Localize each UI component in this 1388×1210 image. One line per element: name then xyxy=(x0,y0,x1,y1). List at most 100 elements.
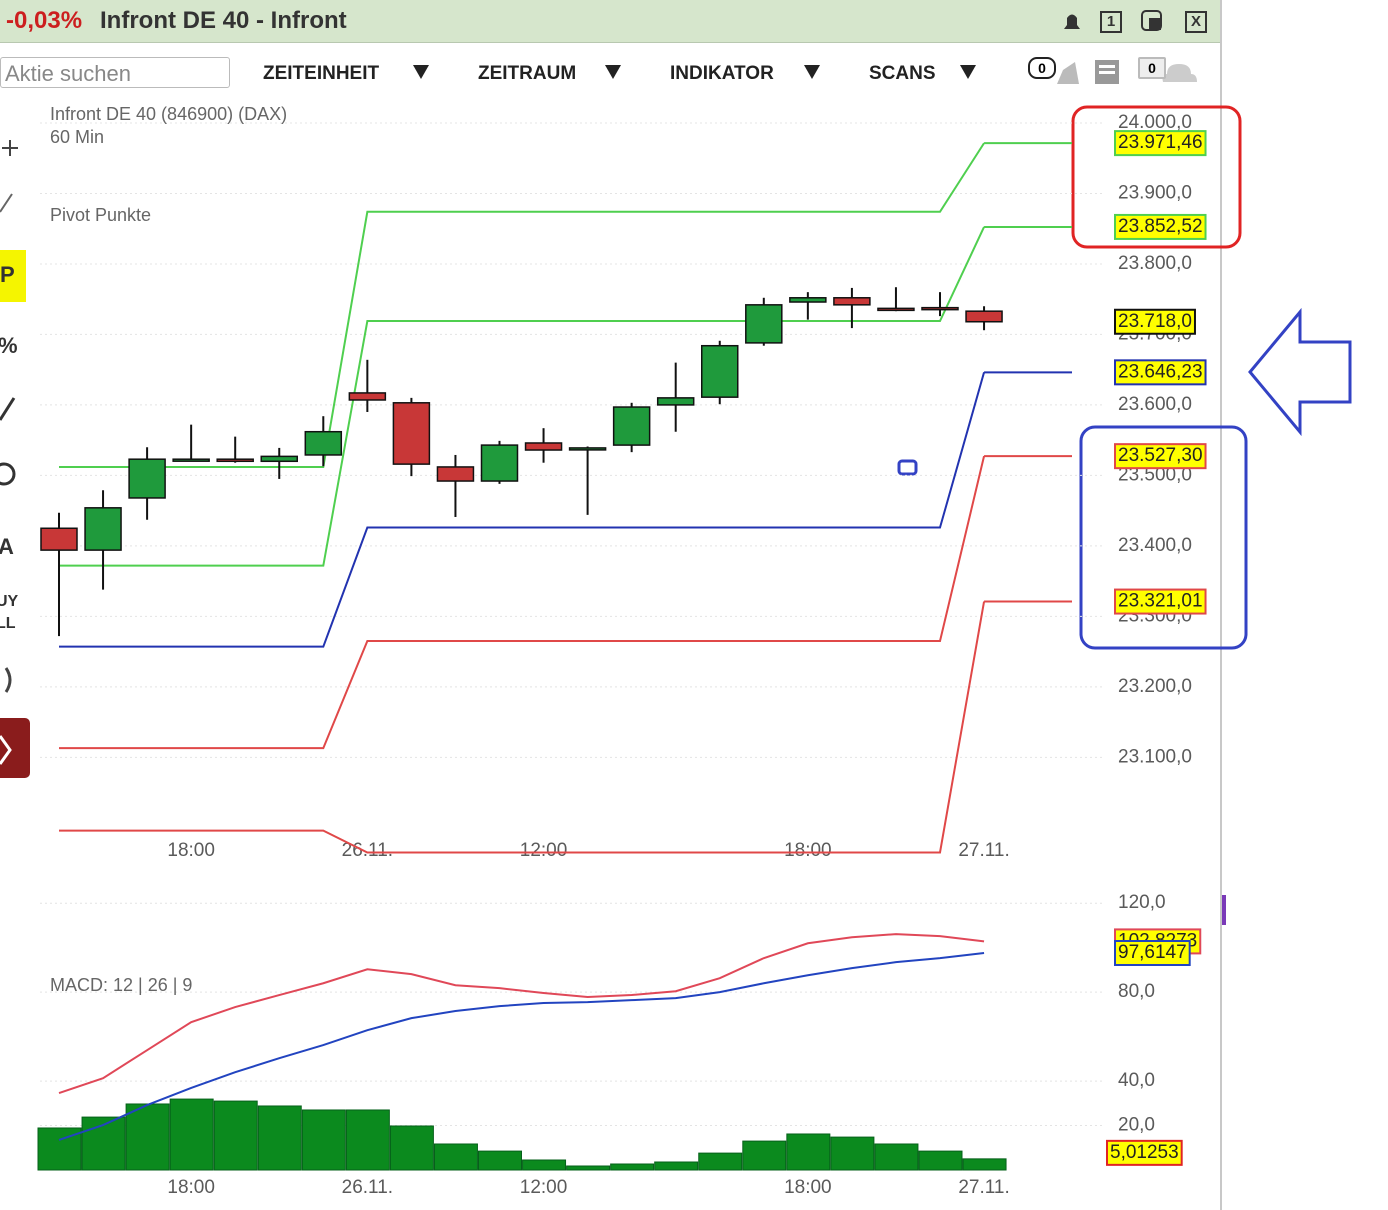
candle-body xyxy=(172,458,210,462)
edge-marker xyxy=(1222,895,1226,925)
candle-body xyxy=(656,397,695,406)
alarm-icon[interactable] xyxy=(1060,9,1084,33)
histogram-bar xyxy=(742,1140,787,1171)
y-tick-label: 80,0 xyxy=(1118,981,1155,1002)
change-percent: -0,03% xyxy=(6,7,83,34)
x-tick-label: 18:00 xyxy=(167,840,215,861)
indicator-label: Pivot Punkte xyxy=(50,205,151,225)
candle-body xyxy=(84,507,122,551)
candle-body xyxy=(568,447,607,451)
chart-subtitle: 60 Min xyxy=(50,127,104,147)
candle-body xyxy=(348,392,387,401)
series-line xyxy=(59,601,986,854)
left-tools: P % A UY LL xyxy=(0,140,30,778)
indicator-label: MACD: 12 | 26 | 9 xyxy=(50,975,192,995)
price-label-box xyxy=(1114,213,1207,240)
x-tick-label: 18:00 xyxy=(784,1177,832,1198)
histogram-bar xyxy=(389,1125,434,1171)
dropdown-arrow[interactable] xyxy=(960,65,976,79)
y-tick-label: 23.500,0 xyxy=(1118,464,1192,485)
tool-label[interactable]: A xyxy=(0,534,14,559)
toolbar-icons xyxy=(1057,60,1197,84)
window-title: Infront DE 40 - Infront xyxy=(100,7,347,34)
x-tick-label: 26.11. xyxy=(342,1177,393,1198)
candle-body xyxy=(789,297,827,303)
histogram-bar xyxy=(610,1163,655,1171)
toolbar: Aktie suchen ZEITEINHEIT ZEITRAUM INDIKA… xyxy=(0,44,1221,96)
series-line xyxy=(58,933,985,1095)
menu[interactable]: ZEITEINHEIT xyxy=(263,63,380,84)
histogram-bar xyxy=(478,1150,522,1171)
price-label-box xyxy=(1106,1139,1183,1166)
y-tick-label: 23.200,0 xyxy=(1118,676,1192,697)
histogram-bar xyxy=(345,1109,390,1171)
candle-body xyxy=(921,306,959,311)
candle-body xyxy=(745,304,783,344)
price-label-box xyxy=(1114,308,1196,335)
badge[interactable]: 0 xyxy=(1138,57,1166,79)
y-tick-label: 40,0 xyxy=(1118,1070,1155,1091)
price-label: 23.646,23 xyxy=(1118,361,1203,382)
y-tick-label: 20,0 xyxy=(1118,1115,1155,1136)
candle-body xyxy=(40,527,78,551)
highlight-box xyxy=(1071,105,1242,249)
price-label: 97,6147 xyxy=(1118,942,1187,963)
menu[interactable]: ZEITRAUM xyxy=(478,63,577,84)
dropdown-arrow[interactable] xyxy=(605,65,621,79)
menu[interactable]: INDIKATOR xyxy=(670,63,774,84)
price-label: 23.852,52 xyxy=(1118,216,1203,237)
price-label-box xyxy=(1114,359,1207,386)
window-button[interactable]: 1 xyxy=(1100,11,1122,33)
candle-body xyxy=(260,455,298,463)
x-tick-label: 18:00 xyxy=(784,840,832,861)
plot: 24.000,023.900,023.800,023.700,023.600,0… xyxy=(37,112,1207,1198)
close-button[interactable]: X xyxy=(1185,11,1207,33)
candle-body xyxy=(128,458,166,499)
arrow xyxy=(1248,307,1352,437)
price-label: 23.527,30 xyxy=(1118,445,1203,466)
candle-body xyxy=(216,458,254,463)
dropdown-arrow[interactable] xyxy=(804,65,820,79)
chart-title: Infront DE 40 (846900) (DAX) xyxy=(50,104,287,124)
histogram-bar xyxy=(786,1133,831,1171)
tool-label[interactable]: LL xyxy=(0,615,16,632)
series-line xyxy=(59,372,986,648)
y-tick-label: 23.600,0 xyxy=(1118,394,1192,415)
search-input[interactable]: Aktie suchen xyxy=(0,57,230,88)
histogram-bar xyxy=(433,1143,478,1171)
tool-label[interactable]: P xyxy=(0,262,15,287)
series-line xyxy=(59,455,986,750)
x-tick-label: 12:00 xyxy=(520,1177,568,1198)
candle-body xyxy=(392,402,431,465)
price-label-box xyxy=(1114,588,1207,615)
histogram-bar xyxy=(213,1100,258,1171)
candle-body xyxy=(612,406,651,446)
dropdown-arrow[interactable] xyxy=(413,65,429,79)
title-bar: -0,03% Infront DE 40 - Infront 1 X xyxy=(0,0,1221,43)
menu[interactable]: SCANS xyxy=(869,63,936,84)
price-label-box xyxy=(1114,443,1207,470)
badge[interactable]: 0 xyxy=(1028,57,1056,79)
x-tick-label: 12:00 xyxy=(520,840,568,861)
highlight-box xyxy=(1079,425,1248,650)
y-tick-label: 24.000,0 xyxy=(1118,112,1192,133)
price-label-box xyxy=(1114,130,1207,157)
tool-label[interactable]: % xyxy=(0,333,18,358)
histogram-bar xyxy=(169,1098,214,1171)
series-line xyxy=(59,142,985,468)
tool-label[interactable]: UY xyxy=(0,593,19,610)
candle-body xyxy=(480,444,519,482)
x-tick-label: 27.11. xyxy=(958,1177,1009,1198)
candle-body xyxy=(833,297,871,306)
marker xyxy=(897,459,918,476)
histogram-bar xyxy=(962,1158,1007,1171)
price-label: 23.321,01 xyxy=(1118,591,1203,612)
price-label: 23.718,0 xyxy=(1118,311,1192,332)
x-tick-label: 18:00 xyxy=(167,1177,215,1198)
restore-icon[interactable] xyxy=(1140,9,1164,33)
y-tick-label: 23.400,0 xyxy=(1118,535,1192,556)
y-tick-label: 120,0 xyxy=(1118,892,1166,913)
price-label-box xyxy=(1114,939,1191,966)
